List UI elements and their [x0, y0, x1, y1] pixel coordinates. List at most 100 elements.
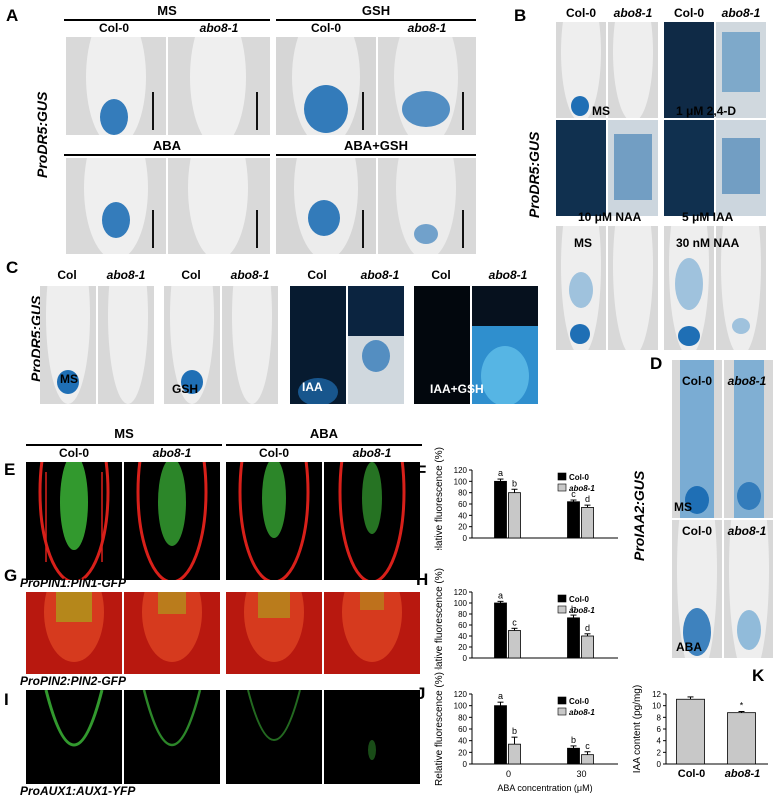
- chart-h: 0 20 40 60 80 100 120 Relative fluorescence (%)…: [428, 540, 628, 682]
- bar: [494, 480, 507, 539]
- y-tick-label: 4: [657, 737, 662, 746]
- legend-label: Col-0: [569, 473, 590, 482]
- panel-label-k: K: [752, 666, 765, 685]
- genotype-label: abo8-1: [230, 268, 270, 282]
- scale-bar: [152, 210, 154, 248]
- legend-swatch: [557, 707, 567, 716]
- root-micrograph: [66, 37, 166, 135]
- chart-f: 0 20 40 60 80 100 120 Relative fluorescence (%)…: [428, 420, 628, 561]
- root-micrograph: [276, 158, 376, 254]
- y-tick-label: 8: [657, 713, 662, 722]
- group-bar-ms: [64, 19, 270, 21]
- genotype-label: Col-0: [682, 374, 712, 388]
- scale-bar: [462, 210, 464, 248]
- group-label-aba-gsh: ABA+GSH: [344, 138, 408, 153]
- root-micrograph: [98, 286, 154, 404]
- genotype-label: Col: [307, 268, 327, 282]
- significance-label: a: [498, 468, 503, 478]
- group-label-ms: MS: [157, 3, 177, 18]
- root-micrograph: [664, 120, 714, 216]
- significance-label: b: [512, 478, 517, 488]
- genotype-label: abo8-1: [152, 446, 192, 460]
- root-micrograph: [348, 286, 404, 404]
- root-micrograph: [608, 22, 658, 118]
- panel-label-f: F: [416, 462, 427, 481]
- reporter-label-a: ProDR5:GUS: [34, 91, 50, 178]
- panel-label-c: C: [6, 258, 19, 277]
- y-tick-label: 2: [657, 748, 662, 757]
- significance-label: c: [571, 489, 576, 499]
- bar: [676, 698, 705, 765]
- panel-label-h: H: [416, 570, 429, 589]
- group-bar-gsh: [276, 19, 476, 21]
- legend-swatch: [557, 594, 567, 603]
- y-tick-label: 20: [458, 643, 467, 652]
- treatment-label: IAA: [302, 380, 323, 394]
- genotype-label: abo8-1: [199, 21, 239, 35]
- root-micrograph: [472, 286, 538, 404]
- root-micrograph: [672, 360, 722, 518]
- y-tick-label: 0: [463, 534, 468, 543]
- fluorescence-micrograph: [124, 462, 220, 580]
- bar: [567, 617, 580, 659]
- y-tick-label: 10: [652, 702, 661, 711]
- fluorescence-micrograph: [226, 592, 322, 674]
- y-tick-label: 120: [454, 588, 468, 597]
- treatment-label: MS: [60, 372, 78, 386]
- root-micrograph: [556, 22, 606, 118]
- root-micrograph: [716, 22, 766, 118]
- significance-label: b: [571, 604, 576, 614]
- y-tick-label: 100: [454, 702, 468, 711]
- significance-label: c: [585, 741, 590, 751]
- significance-label: a: [498, 691, 503, 701]
- y-tick-label: 20: [458, 748, 467, 757]
- root-micrograph: [716, 120, 766, 216]
- genotype-label: abo8-1: [360, 268, 400, 282]
- x-tick-label: 30: [576, 769, 586, 779]
- root-micrograph: [168, 158, 270, 254]
- y-tick-label: 120: [454, 690, 468, 699]
- reporter-label-b: ProDR5:GUS: [526, 131, 542, 218]
- group-bar-aba: [226, 444, 422, 446]
- treatment-label: GSH: [172, 382, 199, 396]
- bar: [581, 635, 594, 659]
- scale-bar: [362, 210, 364, 248]
- group-label-gsh: GSH: [361, 3, 391, 18]
- genotype-label: abo8-1: [407, 21, 447, 35]
- x-tick-label: abo8-1: [725, 768, 760, 780]
- treatment-label: 5 μM IAA: [682, 210, 734, 224]
- fluorescence-micrograph: [26, 592, 122, 674]
- root-micrograph: [664, 226, 714, 350]
- bar: [567, 501, 580, 539]
- legend-swatch: [557, 696, 567, 705]
- y-axis-label: Relative fluorescence (%): [434, 568, 445, 670]
- significance-label: *: [740, 701, 744, 711]
- root-micrograph: [66, 158, 166, 254]
- treatment-label: 1 μM 2,4-D: [676, 104, 737, 118]
- bar: [508, 630, 521, 659]
- scale-bar: [256, 92, 258, 130]
- panel-label-i: I: [4, 690, 9, 709]
- y-tick-label: 60: [458, 500, 467, 509]
- group-label-aba: ABA: [309, 426, 339, 441]
- panel-label-b: B: [514, 6, 527, 25]
- group-label-ms: MS: [114, 426, 134, 441]
- panel-label-g: G: [4, 566, 18, 585]
- significance-label: b: [571, 735, 576, 745]
- fluorescence-micrograph: [324, 462, 420, 580]
- legend-swatch: [557, 472, 567, 481]
- bar: [508, 743, 521, 765]
- significance-label: a: [498, 590, 503, 600]
- legend-label: abo8-1: [569, 708, 595, 717]
- panel-label-a: A: [6, 6, 19, 25]
- y-tick-label: 80: [458, 713, 467, 722]
- root-micrograph: [168, 37, 270, 135]
- y-tick-label: 40: [458, 737, 467, 746]
- legend-label: Col-0: [569, 595, 590, 604]
- fluorescence-micrograph: [26, 462, 122, 580]
- treatment-label: 30 nM NAA: [676, 236, 740, 250]
- chart-f-svg: 0 20 40 60 80 100 120 Relative fluorescence (%)…: [434, 447, 618, 561]
- reporter-label-aux1: ProAUX1:AUX1-YFP: [20, 784, 136, 798]
- treatment-label: ABA: [676, 640, 702, 654]
- root-micrograph: [378, 37, 476, 135]
